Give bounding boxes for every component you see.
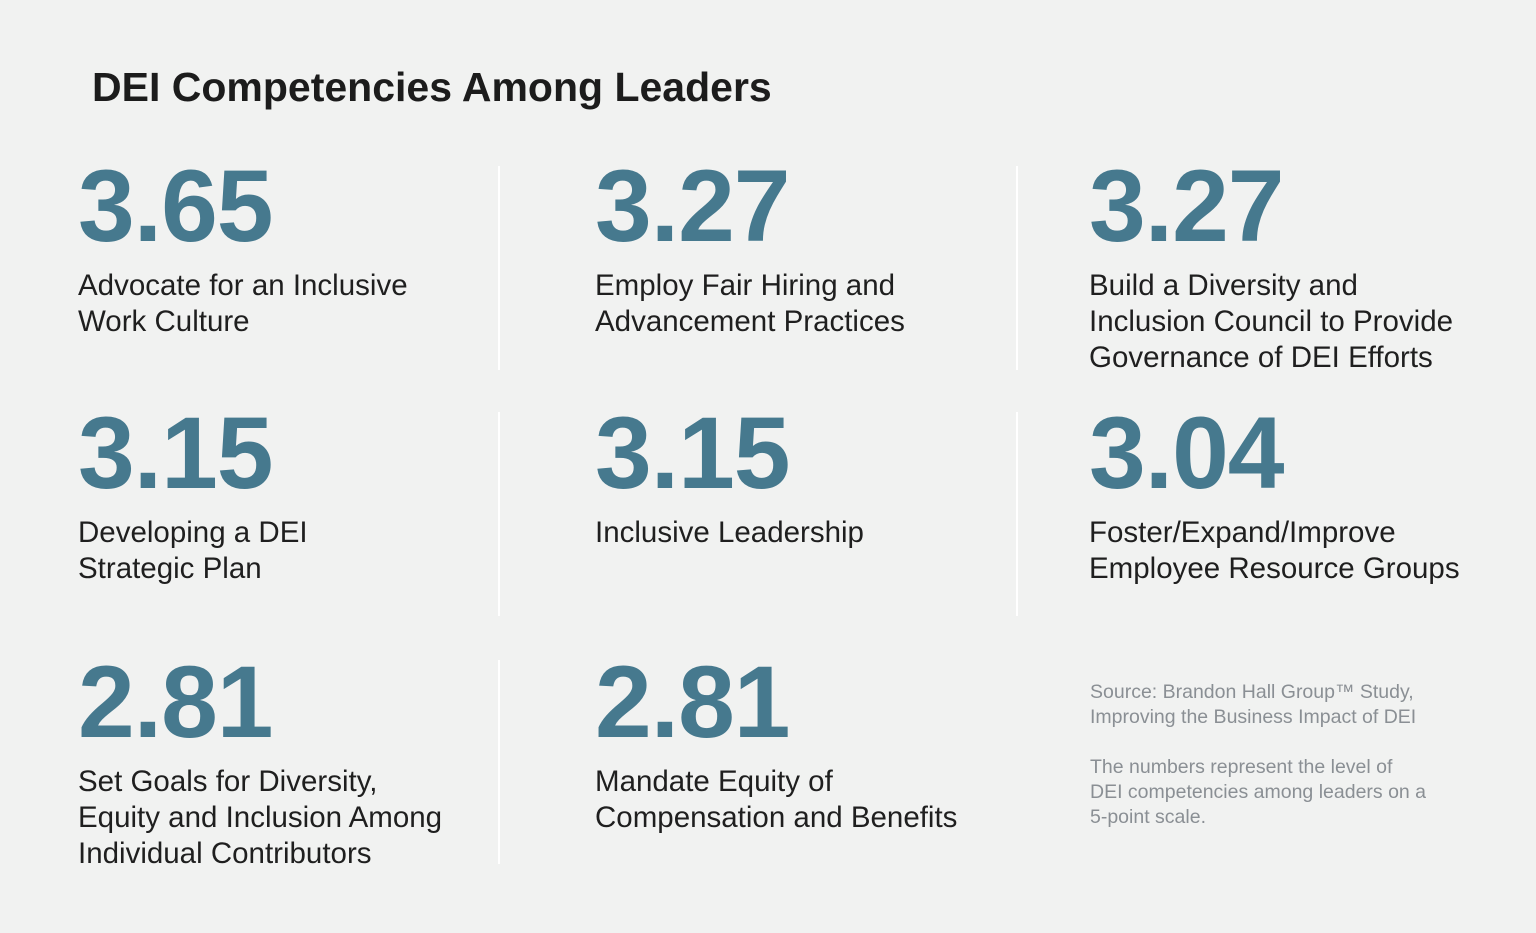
chart-title: DEI Competencies Among Leaders (92, 64, 772, 110)
divider (498, 412, 500, 616)
stat-cell: 3.27 Employ Fair Hiring and Advancement … (595, 149, 1015, 340)
stat-cell: 2.81 Mandate Equity of Compensation and … (595, 645, 1015, 836)
divider (498, 166, 500, 370)
stat-cell: 2.81 Set Goals for Diversity, Equity and… (78, 645, 498, 872)
stat-value: 3.15 (78, 396, 274, 510)
stat-value: 2.81 (78, 645, 274, 759)
stat-label: Foster/Expand/Improve Employee Resource … (1089, 516, 1460, 585)
stat-label: Set Goals for Diversity, Equity and Incl… (78, 765, 443, 870)
source-note: Source: Brandon Hall Group™ Study, Impro… (1090, 681, 1417, 728)
stat-label: Employ Fair Hiring and Advancement Pract… (595, 269, 905, 338)
stat-label: Advocate for an Inclusive Work Culture (78, 269, 408, 338)
stat-label: Mandate Equity of Compensation and Benef… (595, 765, 958, 834)
stat-cell: 3.15 Inclusive Leadership (595, 396, 1015, 551)
stat-value: 2.81 (595, 645, 791, 759)
stat-cell: 3.65 Advocate for an Inclusive Work Cult… (78, 149, 498, 340)
divider (498, 660, 500, 864)
stat-cell: 3.27 Build a Diversity and Inclusion Cou… (1089, 149, 1509, 376)
stat-cell: 3.04 Foster/Expand/Improve Employee Reso… (1089, 396, 1509, 587)
stat-value: 3.04 (1089, 396, 1285, 510)
stat-value: 3.27 (595, 149, 791, 263)
stat-value: 3.27 (1089, 149, 1285, 263)
divider (1016, 412, 1018, 616)
divider (1016, 166, 1018, 370)
stat-cell: 3.15 Developing a DEI Strategic Plan (78, 396, 498, 587)
scale-footnote: The numbers represent the level of DEI c… (1090, 756, 1427, 828)
stat-value: 3.65 (78, 149, 274, 263)
stat-value: 3.15 (595, 396, 791, 510)
stat-label: Inclusive Leadership (595, 516, 864, 549)
stat-label: Developing a DEI Strategic Plan (78, 516, 308, 585)
stat-label: Build a Diversity and Inclusion Council … (1089, 269, 1454, 374)
